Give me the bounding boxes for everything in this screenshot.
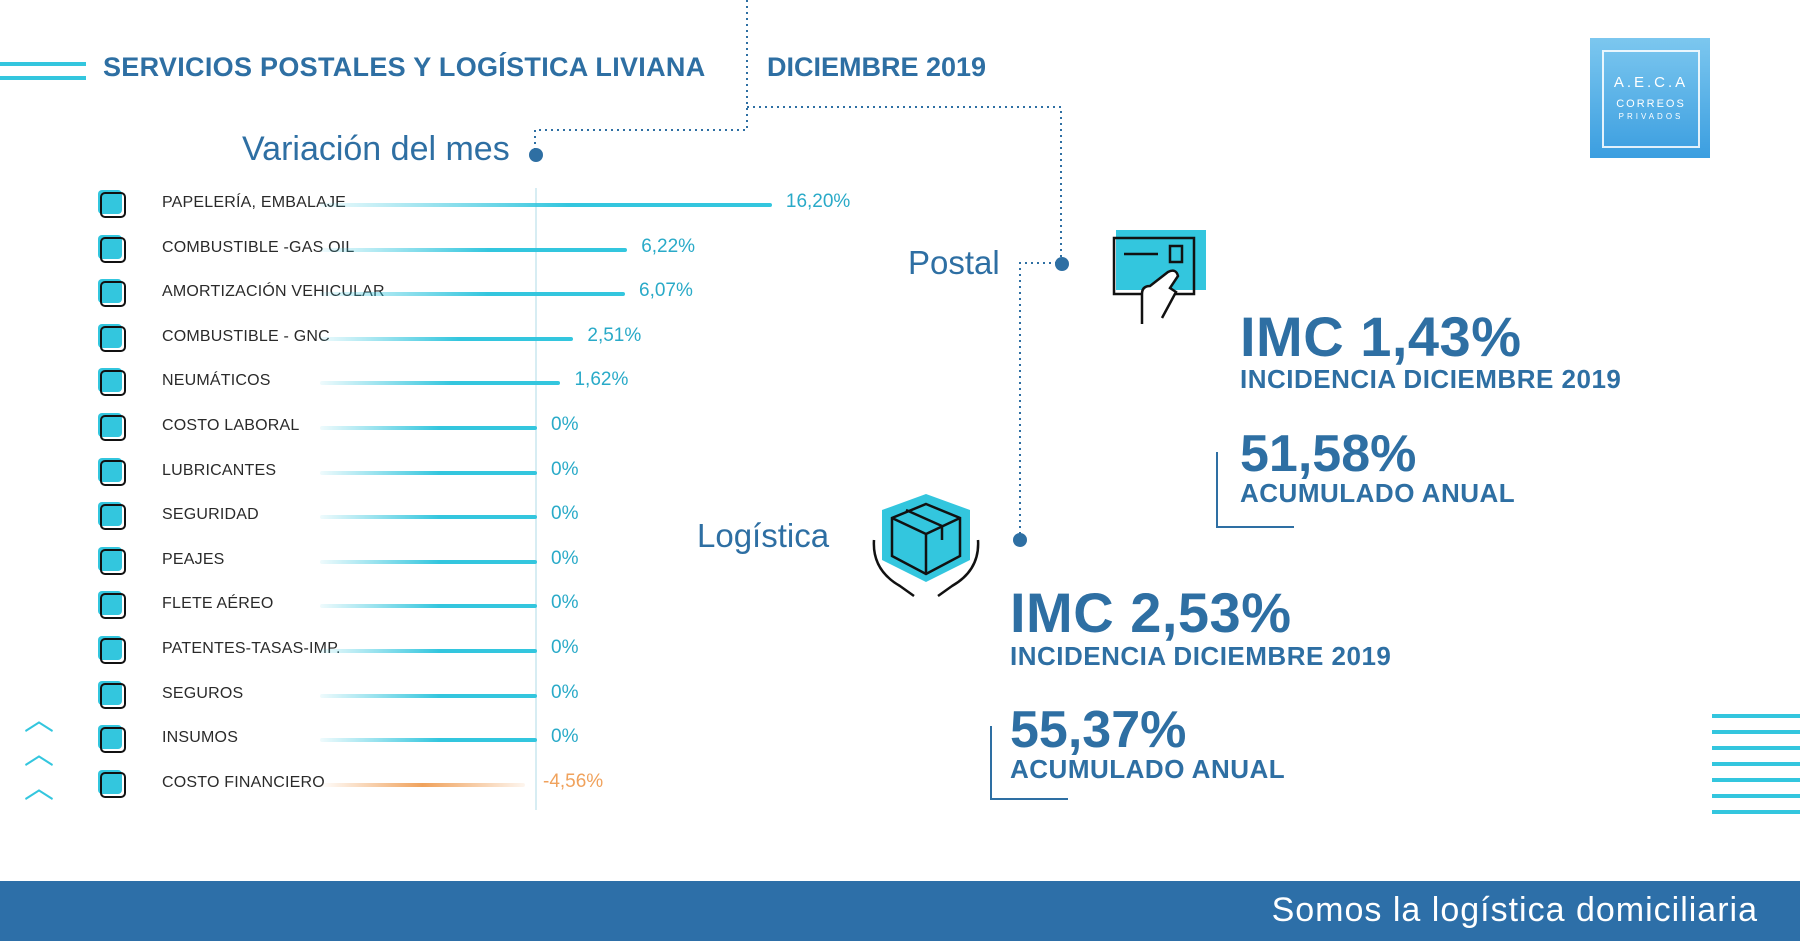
air-freight-icon: [92, 585, 130, 623]
chart-value-label: 0%: [551, 503, 579, 524]
chart-bar: [320, 203, 772, 207]
zero-axis-line: [535, 188, 537, 810]
truck-icon: [92, 273, 130, 311]
page-date: DICIEMBRE 2019: [767, 52, 987, 82]
clipboard-icon: [92, 719, 130, 757]
chart-value-label: 0%: [551, 726, 579, 747]
tire-icon: [92, 362, 130, 400]
logistica-imc: IMC 2,53%: [1010, 581, 1292, 644]
chart-bar: [320, 381, 561, 385]
chart-category-label: COMBUSTIBLE - GNC: [162, 328, 330, 345]
variacion-title: Variación del mes: [242, 130, 510, 168]
chart-value-label: 0%: [551, 414, 579, 435]
chart-bar: [320, 783, 525, 787]
logistica-acumulado-label: ACUMULADO ANUAL: [1010, 754, 1286, 784]
chevron-up-icon: ︿: [24, 772, 54, 805]
fuel-pump-icon: [92, 229, 130, 267]
oil-can-icon: [92, 452, 130, 490]
chart-category-label: PAPELERÍA, EMBALAJE: [162, 194, 347, 211]
chart-category-label: SEGURIDAD: [162, 506, 259, 523]
chevron-up-icon: ︿: [24, 738, 54, 771]
logistica-incidencia: INCIDENCIA DICIEMBRE 2019: [1010, 641, 1392, 671]
logo-line2: CORREOS: [1616, 98, 1686, 110]
chart-category-label: LUBRICANTES: [162, 462, 277, 479]
chart-value-label: 2,51%: [587, 325, 642, 346]
box-hands-icon: [872, 494, 980, 598]
aeca-logo: A.E.C.A CORREOS PRIVADOS: [1590, 38, 1710, 158]
footer-bar: Somos la logística domiciliaria: [0, 881, 1800, 941]
tax-icon: [92, 630, 130, 668]
postal-acumulado-value: 51,58%: [1240, 425, 1417, 483]
insurance-box-icon: [92, 675, 130, 713]
chart-value-label: 0%: [551, 637, 579, 658]
chart-category-label: COSTO FINANCIERO: [162, 774, 325, 791]
chart-bar: [320, 426, 537, 430]
chart-bar: [320, 560, 537, 564]
chart-bar: [320, 515, 537, 519]
pie-icon: [92, 764, 130, 802]
chevron-up-icon: ︿: [24, 704, 54, 737]
chart-bar: [320, 694, 537, 698]
chart-bar: [320, 738, 537, 742]
chart-value-label: 0%: [551, 592, 579, 613]
chart-category-label: INSUMOS: [162, 729, 239, 746]
postal-dot: [1055, 257, 1069, 271]
chart-value-label: -4,56%: [543, 771, 604, 792]
footer-slogan: Somos la logística domiciliaria: [1271, 891, 1758, 929]
postal-imc: IMC 1,43%: [1240, 305, 1522, 368]
guard-icon: [92, 496, 130, 534]
postal-incidencia: INCIDENCIA DICIEMBRE 2019: [1240, 364, 1622, 394]
chart-value-label: 0%: [551, 459, 579, 480]
chart-category-label: PATENTES-TASAS-IMP.: [162, 640, 341, 657]
postal-bracket: [1216, 452, 1294, 528]
postal-acumulado-label: ACUMULADO ANUAL: [1240, 478, 1516, 508]
postal-label: Postal: [908, 244, 1000, 281]
chart-value-label: 6,22%: [641, 236, 696, 257]
letter-hand-icon: [1112, 230, 1206, 324]
logo-line3: PRIVADOS: [1618, 112, 1684, 121]
logistica-acumulado-value: 55,37%: [1010, 701, 1187, 759]
logistica-bracket: [990, 726, 1068, 800]
chart-category-label: COMBUSTIBLE -GAS OIL: [162, 239, 355, 256]
chart-value-label: 0%: [551, 682, 579, 703]
chart-category-label: COSTO LABORAL: [162, 417, 300, 434]
variacion-dot: [529, 148, 543, 162]
chart-value-label: 6,07%: [639, 280, 693, 301]
box-icon: [92, 184, 130, 222]
chart-bar: [320, 248, 628, 252]
logo-line1: A.E.C.A: [1613, 74, 1689, 91]
chart-category-label: SEGUROS: [162, 685, 244, 702]
chart-bar: [320, 471, 537, 475]
logistica-dot: [1013, 533, 1027, 547]
chart-category-label: NEUMÁTICOS: [162, 372, 271, 389]
chart-bar: [320, 337, 574, 341]
gas-cylinder-icon: [92, 318, 130, 356]
page-title: SERVICIOS POSTALES Y LOGÍSTICA LIVIANA: [103, 52, 706, 82]
chart-category-label: PEAJES: [162, 551, 225, 568]
chart-bar: [320, 292, 625, 296]
chart-category-label: FLETE AÉREO: [162, 595, 274, 612]
chart-bar: [320, 604, 537, 608]
logistica-label: Logística: [697, 517, 830, 554]
chart-value-label: 0%: [551, 548, 579, 569]
chart-value-label: 1,62%: [574, 369, 629, 390]
coins-icon: [92, 407, 130, 445]
chart-value-label: 16,20%: [785, 191, 851, 212]
chart-bar: [320, 649, 537, 653]
toll-icon: [92, 541, 130, 579]
